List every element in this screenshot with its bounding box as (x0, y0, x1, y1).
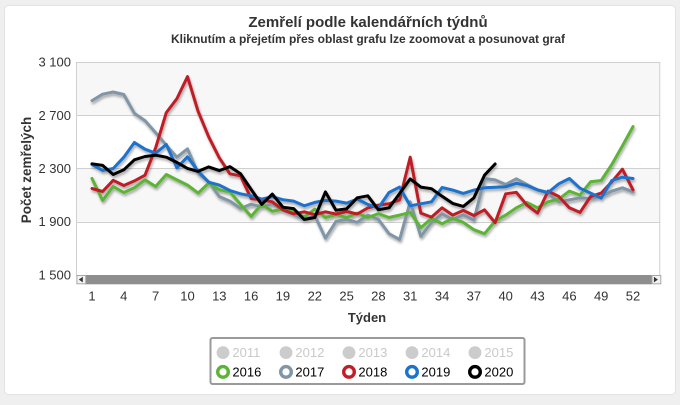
svg-text:1 900: 1 900 (38, 214, 71, 229)
svg-text:2014: 2014 (421, 345, 450, 360)
svg-text:2018: 2018 (358, 365, 387, 380)
svg-text:46: 46 (562, 289, 576, 304)
svg-text:2 300: 2 300 (38, 161, 71, 176)
svg-text:13: 13 (212, 289, 226, 304)
svg-text:10: 10 (180, 289, 194, 304)
svg-text:19: 19 (276, 289, 290, 304)
svg-text:2015: 2015 (484, 345, 513, 360)
svg-text:2019: 2019 (421, 365, 450, 380)
svg-text:2016: 2016 (232, 365, 261, 380)
svg-text:22: 22 (308, 289, 322, 304)
svg-text:2017: 2017 (295, 365, 324, 380)
svg-text:1 500: 1 500 (38, 268, 71, 283)
svg-text:28: 28 (371, 289, 385, 304)
svg-text:52: 52 (626, 289, 640, 304)
svg-text:2012: 2012 (295, 345, 324, 360)
svg-text:37: 37 (467, 289, 481, 304)
svg-text:1: 1 (88, 289, 95, 304)
svg-text:43: 43 (530, 289, 544, 304)
svg-text:Týden: Týden (348, 310, 386, 325)
svg-text:2011: 2011 (232, 345, 260, 360)
svg-text:7: 7 (152, 289, 159, 304)
svg-text:Zemřelí podle kalendářních týd: Zemřelí podle kalendářních týdnů (248, 14, 487, 31)
svg-text:2020: 2020 (484, 365, 513, 380)
svg-text:16: 16 (244, 289, 258, 304)
svg-text:25: 25 (339, 289, 353, 304)
svg-text:Počet zemřelých: Počet zemřelých (19, 117, 34, 224)
svg-text:4: 4 (120, 289, 127, 304)
svg-text:2 700: 2 700 (38, 108, 71, 123)
svg-text:2013: 2013 (358, 345, 387, 360)
svg-text:31: 31 (403, 289, 417, 304)
svg-text:49: 49 (594, 289, 608, 304)
svg-text:3 100: 3 100 (38, 55, 71, 70)
svg-text:34: 34 (435, 289, 449, 304)
svg-text:40: 40 (498, 289, 512, 304)
svg-text:Kliknutím a přejetím přes obla: Kliknutím a přejetím přes oblast grafu l… (171, 32, 566, 46)
